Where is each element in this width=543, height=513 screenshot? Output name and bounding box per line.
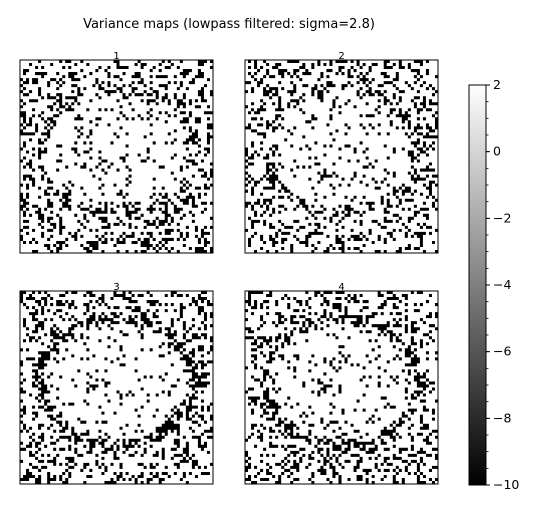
- panel-frame: [244, 290, 439, 485]
- colorbar-tick-label: −6: [493, 344, 511, 359]
- panel-frame: [19, 59, 214, 254]
- variance-panel-1: 1: [19, 51, 214, 254]
- colorbar-tick-label: −10: [493, 477, 519, 492]
- panel-frame: [244, 59, 439, 254]
- variance-panel-2: 2: [244, 51, 439, 254]
- colorbar: 2 0 −2 −4 −6 −8 −10: [468, 77, 519, 492]
- variance-cells: [20, 291, 213, 484]
- colorbar-tick-label: −8: [493, 410, 511, 425]
- figure-title: Variance maps (lowpass filtered: sigma=2…: [83, 17, 375, 32]
- colorbar-tick-label: 0: [493, 144, 501, 159]
- panel-title-1: 1: [113, 51, 119, 62]
- variance-panel-4: 4: [244, 282, 439, 485]
- panel-title-3: 3: [113, 282, 119, 293]
- variance-cells: [245, 60, 438, 253]
- colorbar-tick-label: −2: [493, 210, 511, 225]
- panel-frame: [19, 290, 214, 485]
- colorbar-tick-label: 2: [493, 77, 501, 92]
- panel-title-2: 2: [338, 51, 344, 62]
- colorbar-gradient: [468, 84, 487, 486]
- panel-title-4: 4: [338, 282, 344, 293]
- colorbar-tick-label: −4: [493, 277, 511, 292]
- variance-cells: [245, 291, 438, 484]
- variance-cells: [20, 60, 213, 253]
- variance-panel-3: 3: [19, 282, 214, 485]
